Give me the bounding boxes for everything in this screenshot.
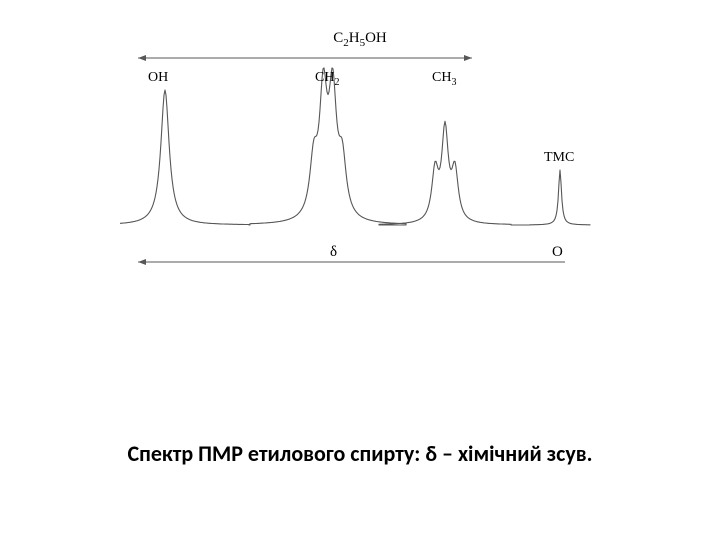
- nmr-spectrum-chart: C2H5OH OH CH2 CH3 TMC δ O: [120, 30, 600, 290]
- axis-zero-label: O: [552, 244, 563, 261]
- peak-label-ch3: CH3: [432, 70, 456, 88]
- axis-delta-label: δ: [330, 244, 337, 261]
- page-root: C2H5OH OH CH2 CH3 TMC δ O Спектр ПМР ети…: [0, 0, 720, 540]
- figure-caption: Спектр ПМР етилового спирту: δ – хімічни…: [0, 440, 720, 467]
- peak-label-ch2: CH2: [315, 70, 339, 88]
- peak-label-oh: OH: [148, 70, 168, 86]
- peak-label-tmc: TMC: [544, 150, 574, 166]
- spectrum-svg: [120, 30, 600, 290]
- molecule-formula: C2H5OH: [120, 30, 600, 49]
